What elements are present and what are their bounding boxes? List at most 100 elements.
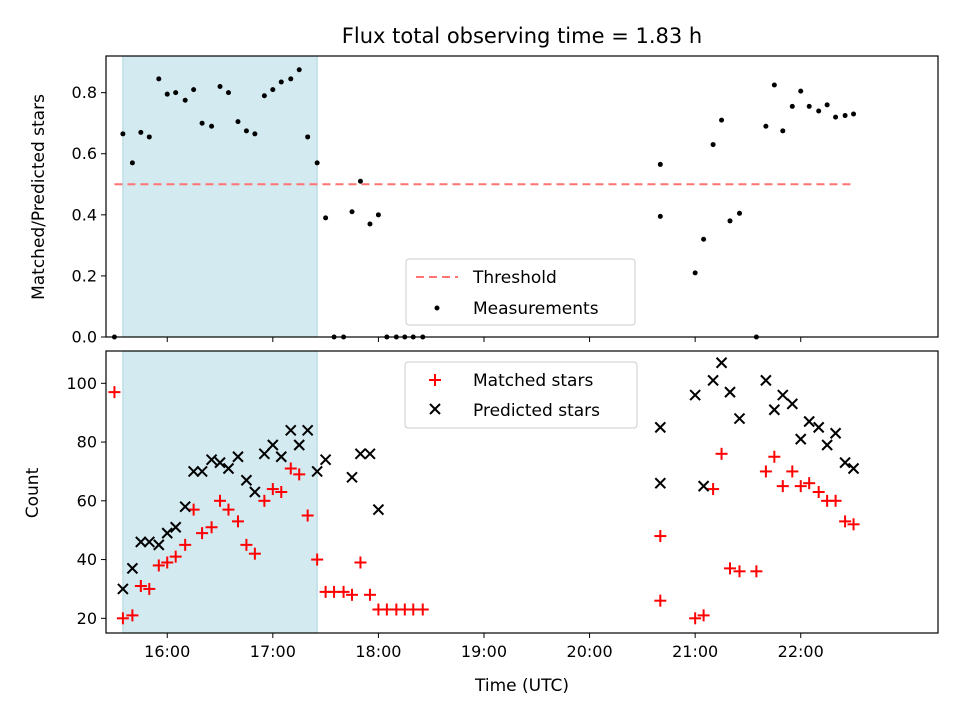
matched-point	[829, 494, 842, 507]
measurement-point	[182, 97, 188, 103]
matched-point	[750, 565, 763, 578]
matched-point	[161, 556, 174, 569]
measurement-point	[816, 108, 822, 114]
legend-matched-label: Matched stars	[473, 371, 593, 391]
measurement-point	[375, 212, 381, 218]
measurement-point	[780, 128, 786, 134]
matched-point	[222, 503, 235, 516]
predicted-point	[803, 415, 815, 428]
predicted-point	[117, 583, 129, 595]
predicted-point	[153, 539, 165, 551]
matched-point	[134, 580, 147, 592]
predicted-point	[222, 462, 235, 475]
bottom-highlight-span	[122, 350, 318, 634]
measurement-point	[367, 221, 373, 227]
x-tick-label: 22:00	[778, 642, 824, 661]
predicted-point	[285, 424, 297, 437]
matched-point	[363, 588, 376, 601]
predicted-point	[161, 527, 173, 539]
predicted-point	[733, 412, 746, 425]
matched-point	[196, 527, 209, 540]
predicted-point	[760, 374, 772, 387]
measurement-point	[209, 123, 215, 129]
predicted-point	[293, 439, 305, 451]
measurement-point	[129, 160, 135, 166]
matched-point	[116, 612, 129, 625]
predicted-point	[715, 357, 728, 369]
measurement-point	[199, 120, 205, 126]
legend-measurements-label: Measurements	[473, 299, 599, 319]
predicted-point	[301, 424, 314, 437]
measurement-point	[737, 210, 743, 216]
measurement-point	[657, 213, 663, 219]
legend-predicted-swatch	[429, 403, 441, 415]
matched-point	[839, 515, 852, 528]
measurement-point	[191, 87, 197, 93]
measurement-point	[657, 161, 663, 167]
y-tick-label: 0.6	[72, 144, 97, 163]
measurement-point	[824, 102, 830, 108]
chart-title: Flux total observing time = 1.83 h	[342, 24, 702, 48]
predicted-point	[143, 536, 155, 548]
measurement-point	[851, 111, 857, 117]
top-y-axis-label: Matched/Predicted stars	[29, 94, 49, 300]
predicted-point	[135, 536, 147, 548]
matched-point	[707, 483, 720, 496]
measurement-point	[235, 119, 241, 125]
y-tick-label: 40	[77, 550, 97, 569]
matched-point	[301, 509, 314, 522]
measurement-point	[173, 90, 179, 96]
matched-point	[126, 609, 139, 622]
measurement-point	[727, 218, 733, 224]
x-tick-label: 19:00	[461, 642, 507, 661]
measurement-point	[138, 129, 144, 135]
measurement-point	[806, 103, 812, 109]
predicted-point	[126, 562, 139, 575]
bottom-axes-frame	[105, 350, 939, 634]
matched-point	[275, 486, 288, 498]
y-tick-label: 0.2	[72, 266, 97, 285]
measurement-point	[349, 209, 355, 215]
matched-point	[847, 518, 860, 531]
bottom-axis-ticks: 20 40 60 80 100 16:00 17:00 18:00 19:00 20:00 21:0…	[66, 374, 823, 661]
predicted-point	[187, 465, 200, 478]
matched-point	[794, 480, 807, 493]
x-axis-label: Time (UTC)	[474, 676, 569, 696]
matched-point	[724, 562, 736, 575]
measurement-point	[261, 93, 267, 99]
matched-point	[768, 450, 781, 463]
predicted-point	[839, 456, 851, 469]
predicted-point	[232, 451, 244, 463]
matched-point	[337, 585, 350, 598]
predicted-point	[821, 439, 833, 451]
measurement-point	[314, 160, 320, 166]
y-tick-label: 20	[77, 609, 97, 628]
y-tick-label: 60	[77, 491, 97, 510]
measurement-point	[156, 76, 162, 82]
measurement-point	[833, 114, 839, 120]
matched-point	[187, 503, 200, 516]
predicted-point	[179, 500, 191, 513]
predicted-point	[249, 486, 261, 498]
predicted-point	[654, 421, 667, 434]
matched-point	[214, 494, 227, 507]
y-tick-label: 0.4	[72, 205, 97, 224]
matched-point	[759, 465, 772, 478]
predicted-point	[654, 477, 667, 489]
legend-matched-swatch	[429, 374, 441, 386]
x-tick-label: 16:00	[144, 642, 190, 661]
matched-point	[152, 559, 165, 572]
top-axis-ticks: 0.0 0.2 0.4 0.6 0.8	[72, 83, 802, 347]
predicted-point	[346, 471, 358, 484]
measurement-point	[692, 270, 698, 276]
matched-point	[354, 556, 367, 569]
predicted-point	[829, 427, 842, 439]
matched-point	[733, 565, 746, 578]
matched-point	[205, 521, 218, 534]
measurement-point	[270, 87, 276, 93]
measurement-point	[120, 131, 126, 137]
measurement-point	[323, 215, 329, 221]
matched-point	[266, 483, 279, 496]
predicted-point	[689, 389, 701, 401]
